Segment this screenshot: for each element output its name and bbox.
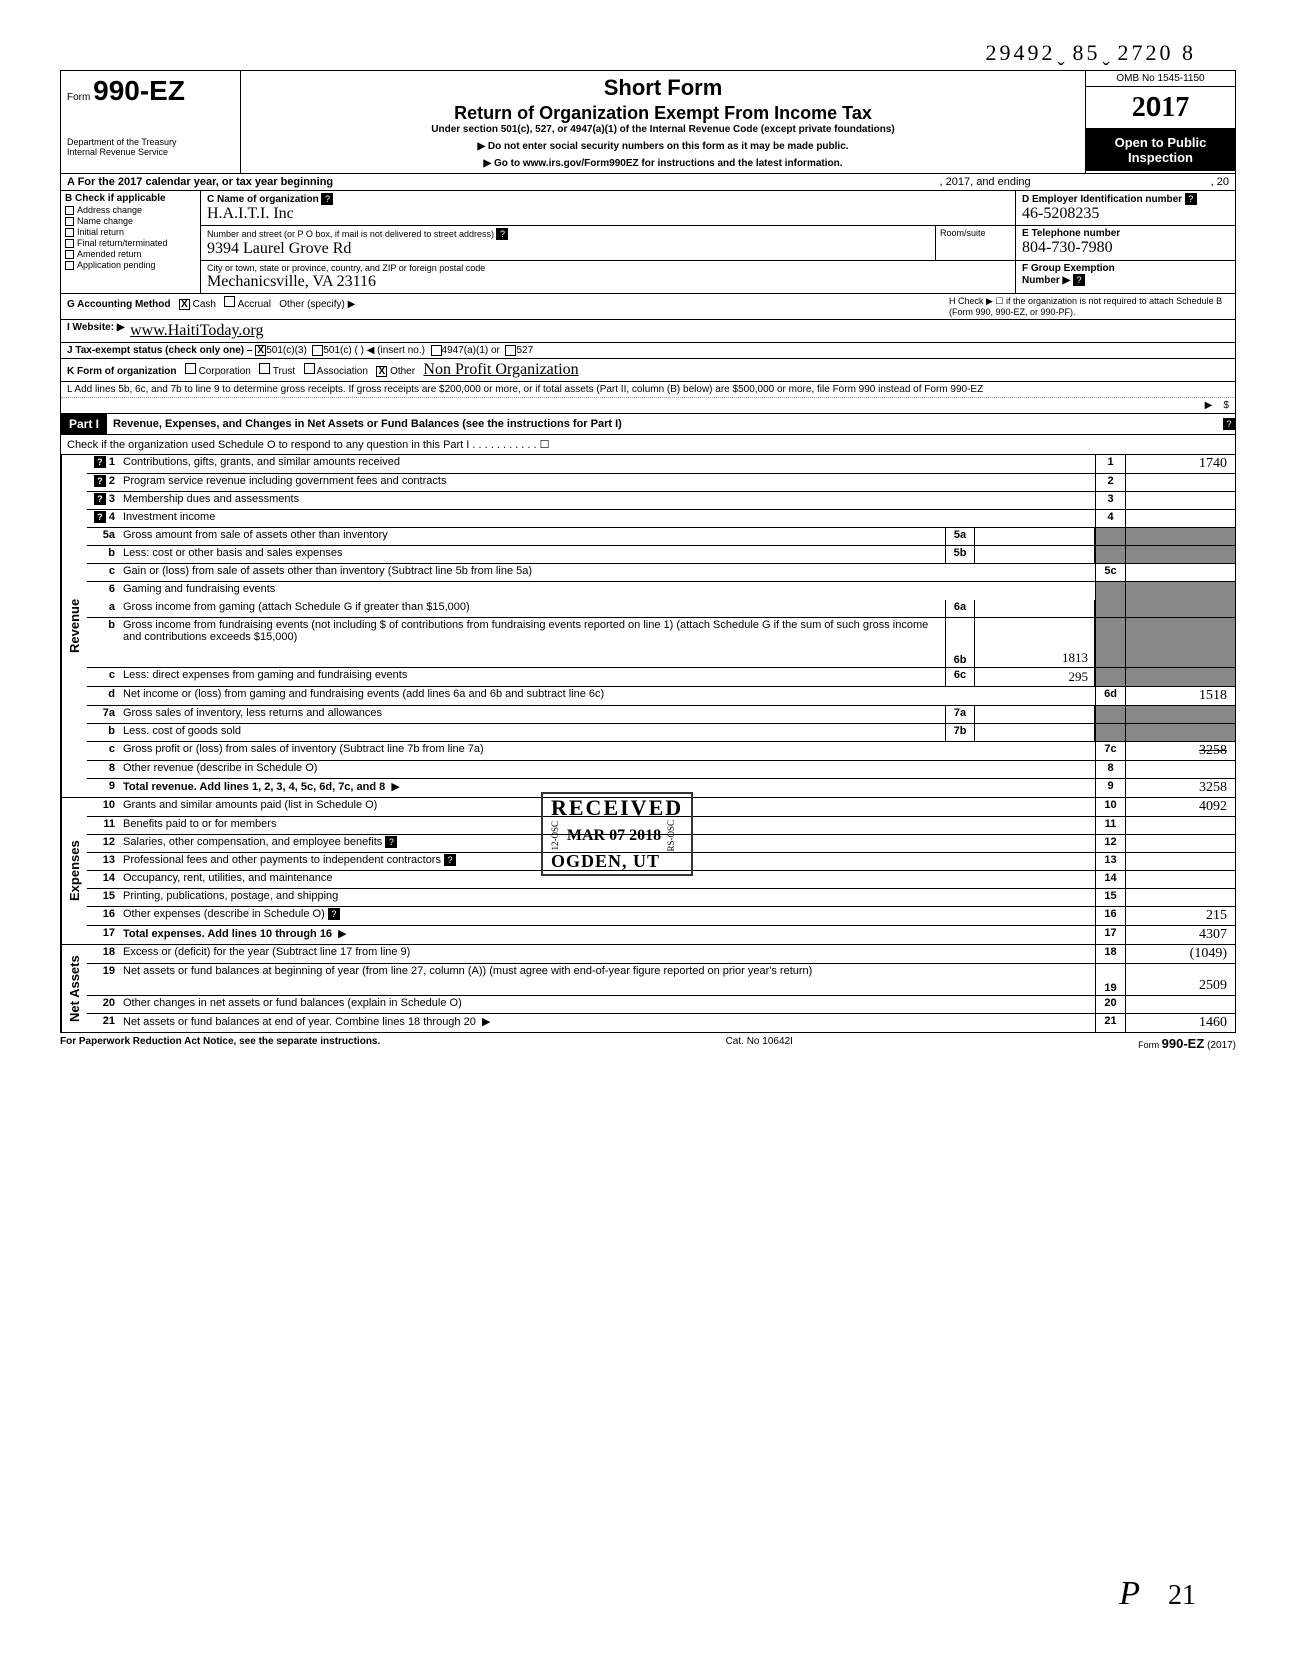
city-label: City or town, state or province, country… <box>207 263 485 273</box>
help-icon[interactable]: ? <box>328 908 340 920</box>
phone: 804-730-7980 <box>1022 239 1113 256</box>
g-label: G Accounting Method <box>67 299 171 310</box>
room-label: Room/suite <box>935 226 1015 260</box>
website: www.HaitiToday.org <box>130 322 263 340</box>
omb-number: OMB No 1545-1150 <box>1086 71 1235 87</box>
dept-label: Department of the Treasury Internal Reve… <box>67 137 234 157</box>
part1-header-row: Part I Revenue, Expenses, and Changes in… <box>60 414 1236 435</box>
help-icon[interactable]: ? <box>321 193 333 205</box>
chk-cash[interactable]: X <box>179 299 190 310</box>
help-icon[interactable]: ? <box>1073 274 1085 286</box>
part1-check: Check if the organization used Schedule … <box>60 435 1236 455</box>
ein: 46-5208235 <box>1022 205 1099 222</box>
under-section: Under section 501(c), 527, or 4947(a)(1)… <box>251 124 1075 135</box>
help-icon[interactable]: ? <box>496 228 508 240</box>
i-label: I Website: ▶ <box>67 322 125 340</box>
chk-initial-return[interactable] <box>65 228 74 237</box>
b-label: B Check if applicable <box>65 193 196 204</box>
part1-title: Revenue, Expenses, and Changes in Net As… <box>107 415 1223 433</box>
netassets-table: Net Assets 18Excess or (deficit) for the… <box>60 945 1236 1033</box>
chk-amended[interactable] <box>65 250 74 259</box>
chk-trust[interactable] <box>259 363 270 374</box>
help-icon[interactable]: ? <box>94 511 106 523</box>
l-text: L Add lines 5b, 6c, and 7b to line 9 to … <box>61 382 1235 397</box>
chk-corp[interactable] <box>185 363 196 374</box>
chk-501c[interactable] <box>312 345 323 356</box>
help-icon[interactable]: ? <box>94 456 106 468</box>
help-icon[interactable]: ? <box>94 475 106 487</box>
chk-527[interactable] <box>505 345 516 356</box>
arrow-ssn: ▶ Do not enter social security numbers o… <box>251 141 1075 152</box>
city-state-zip: Mechanicsville, VA 23116 <box>207 273 376 290</box>
street-address: 9394 Laurel Grove Rd <box>207 240 351 257</box>
expenses-table: Expenses 10Grants and similar amounts pa… <box>60 798 1236 945</box>
chk-pending[interactable] <box>65 261 74 270</box>
org-name: H.A.I.T.I. Inc <box>207 205 294 222</box>
chk-other[interactable]: X <box>376 366 387 377</box>
j-label: J Tax-exempt status (check only one) – <box>67 345 252 356</box>
page-number: P 21 <box>1119 1575 1196 1613</box>
chk-final-return[interactable] <box>65 239 74 248</box>
form-header: Form 990-EZ Department of the Treasury I… <box>60 70 1236 174</box>
tax-year: 20201717 <box>1086 87 1235 129</box>
chk-501c3[interactable]: X <box>255 345 266 356</box>
form-number: 990-EZ <box>93 75 185 106</box>
help-icon[interactable]: ? <box>1223 418 1235 430</box>
chk-4947[interactable] <box>431 345 442 356</box>
side-revenue: Revenue <box>61 455 87 797</box>
top-number: 29492 ̬ 85 ̬ 2720 8 <box>60 40 1236 66</box>
help-icon[interactable]: ? <box>385 836 397 848</box>
open-public-badge: Open to Public Inspection <box>1086 129 1235 171</box>
f-label: F Group Exemption Number ▶ <box>1022 263 1115 286</box>
title: Short Form <box>251 75 1075 101</box>
help-icon[interactable]: ? <box>444 854 456 866</box>
k-label: K Form of organization <box>67 366 176 377</box>
footer: For Paperwork Reduction Act Notice, see … <box>60 1033 1236 1054</box>
form-label: Form <box>67 92 90 103</box>
chk-name-change[interactable] <box>65 217 74 226</box>
k-other-value: Non Profit Organization <box>423 361 578 378</box>
chk-accrual[interactable] <box>224 296 235 307</box>
org-info-block: B Check if applicable Address change Nam… <box>60 191 1236 294</box>
addr-label: Number and street (or P O box, if mail i… <box>207 229 494 239</box>
chk-address-change[interactable] <box>65 206 74 215</box>
d-label: D Employer Identification number <box>1022 194 1182 205</box>
part1-badge: Part I <box>61 414 107 434</box>
c-label: C Name of organization <box>207 194 319 205</box>
revenue-table: Revenue ? 1Contributions, gifts, grants,… <box>60 455 1236 798</box>
chk-assoc[interactable] <box>304 363 315 374</box>
subtitle: Return of Organization Exempt From Incom… <box>251 103 1075 124</box>
side-netassets: Net Assets <box>61 945 87 1032</box>
arrow-url: ▶ Go to www.irs.gov/Form990EZ for instru… <box>251 158 1075 169</box>
h-label: H Check ▶ ☐ if the organization is not r… <box>949 296 1229 317</box>
side-expenses: Expenses <box>61 798 87 944</box>
e-label: E Telephone number <box>1022 228 1120 239</box>
row-a: A For the 2017 calendar year, or tax yea… <box>60 174 1236 191</box>
help-icon[interactable]: ? <box>94 493 106 505</box>
help-icon[interactable]: ? <box>1185 193 1197 205</box>
